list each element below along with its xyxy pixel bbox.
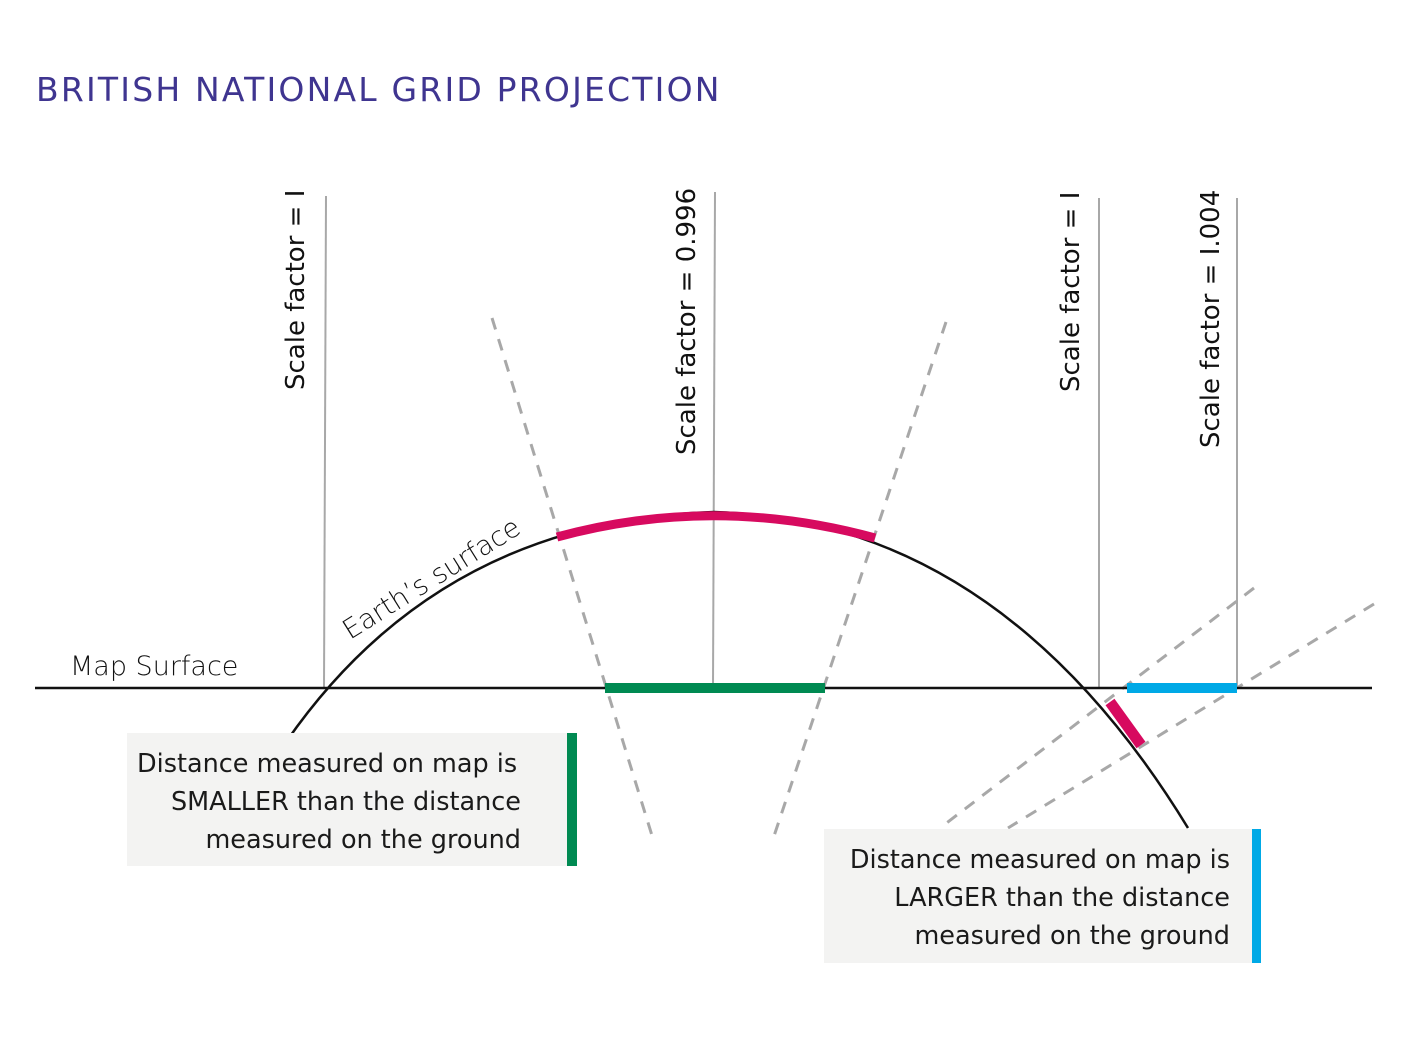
earth-segment-right [1105, 698, 1146, 749]
scale-label-left: Scale factor = I [281, 190, 311, 390]
scale-label-far-right: Scale factor = I.004 [1196, 190, 1226, 448]
callout-larger-line3: measured on the ground [914, 921, 1230, 951]
callout-larger-line1: Distance measured on map is [849, 845, 1230, 875]
diagram-title: BRITISH NATIONAL GRID PROJECTION [36, 70, 722, 109]
scale-line-left [323, 195, 327, 689]
projection-rays [490, 317, 1375, 843]
scale-label-center: Scale factor = 0.996 [672, 188, 702, 455]
callout-smaller-line1: Distance measured on map is [137, 749, 518, 779]
callout-smaller: Distance measured on map is SMALLER than… [127, 733, 567, 866]
callout-larger: Distance measured on map is LARGER than … [824, 829, 1252, 963]
earth-surface-label: Earth’s surface [337, 512, 526, 646]
earth-segment-center [555, 511, 877, 543]
map-surface-label: Map Surface [70, 651, 238, 682]
callout-larger-accent-bar [1252, 829, 1261, 963]
scale-label-right: Scale factor = I [1056, 192, 1086, 392]
callout-larger-line2: LARGER than the distance [894, 883, 1230, 913]
callout-smaller-line2: SMALLER than the distance [170, 787, 521, 817]
callout-smaller-accent-bar [567, 733, 577, 866]
callout-smaller-line3: measured on the ground [205, 825, 521, 855]
scale-line-center [712, 191, 716, 689]
